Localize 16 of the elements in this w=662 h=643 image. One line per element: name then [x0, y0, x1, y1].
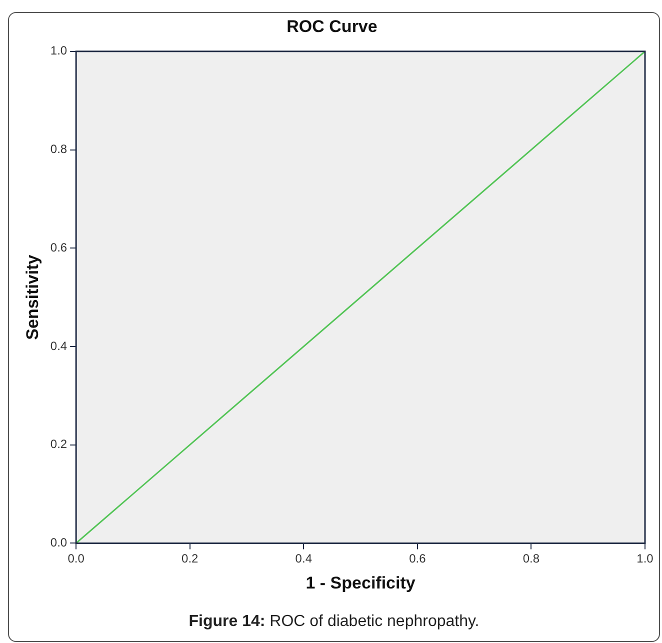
caption: Figure 14: ROC of diabetic nephropathy. — [188, 613, 480, 631]
chart-title: ROC Curve — [286, 16, 378, 36]
x-tick-label: 0.6 — [409, 552, 426, 566]
y-axis-title: Sensitivity — [22, 254, 42, 340]
x-tick-label: 0.4 — [295, 552, 312, 566]
y-tick-label: 0.2 — [50, 437, 68, 452]
x-tick-label: 1.0 — [636, 552, 654, 566]
x-tick-label: 0.0 — [68, 552, 85, 566]
y-tick-label: 0.6 — [50, 240, 68, 254]
y-tick-label: 0.4 — [50, 338, 68, 353]
x-tick-label: 0.2 — [182, 552, 199, 566]
y-tick-label: 0.8 — [50, 142, 68, 156]
x-tick-label: 0.8 — [522, 552, 540, 566]
y-tick-label: 1.0 — [50, 44, 68, 58]
y-tick-label: 0.0 — [50, 536, 68, 550]
x-axis-title: 1 - Specificity — [306, 573, 416, 592]
